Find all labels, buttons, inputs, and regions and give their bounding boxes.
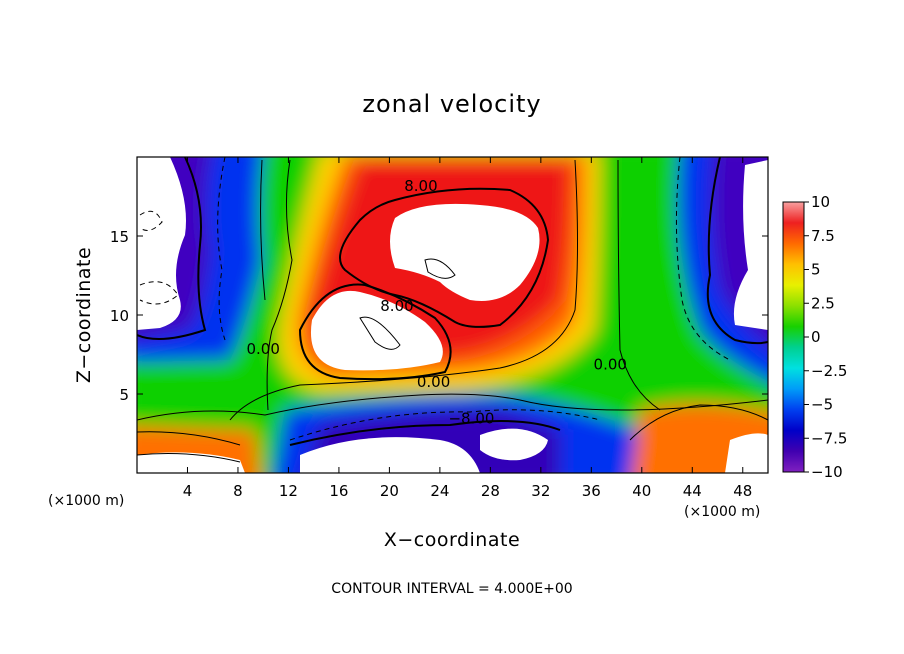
x-unit-left: (×1000 m)	[48, 493, 124, 509]
colorbar-tick-label: −2.5	[811, 362, 847, 380]
colorbar-tick-label: −7.5	[811, 429, 847, 447]
contour-8-lower	[298, 283, 452, 381]
contour-0-left-edge	[260, 159, 266, 301]
contour-0-mid	[229, 159, 578, 421]
contour-label-layer: 8.00 8.00 0.00 0.00 0.00 −8.00	[246, 177, 627, 427]
x-tick-label: 4	[183, 482, 193, 500]
chart-title: zonal velocity	[362, 90, 541, 118]
core-left-negative	[137, 157, 186, 330]
core-lower-right	[725, 433, 768, 473]
contour-16-a	[424, 258, 456, 279]
x-tick-label: 48	[733, 482, 752, 500]
colorbar-fill	[782, 201, 805, 473]
x-axis-label: X−coordinate	[384, 529, 520, 551]
x-tick-label: 36	[582, 482, 601, 500]
contour-8-upper	[339, 187, 550, 328]
colorbar-tick-label: 2.5	[811, 294, 835, 312]
contour-dashed-2	[675, 157, 731, 361]
x-tick-label: 20	[380, 482, 399, 500]
x-tick-label: 24	[430, 482, 449, 500]
contour-0-left	[266, 159, 293, 411]
field-layer	[137, 157, 768, 473]
contour-label: 0.00	[417, 373, 450, 391]
contour-label: 8.00	[380, 297, 413, 315]
y-tick-label: 10	[110, 307, 129, 325]
contour-lines	[137, 157, 768, 463]
contour-dashed-5	[139, 281, 179, 305]
contour-0-bottom	[137, 393, 768, 421]
contour-dashed-4	[139, 210, 163, 231]
contour-label: 0.00	[246, 340, 279, 358]
colorbar-tick-label: 7.5	[811, 227, 835, 245]
x-tick-label: 32	[531, 482, 550, 500]
colorbar-ticks: 10 7.5 5 2.5 0 −2.5 −5 −7.5 −10	[804, 193, 847, 481]
contour-lower-left	[137, 431, 241, 463]
y-axis-label: Z−coordinate	[73, 247, 95, 383]
y-tick-label: 15	[110, 228, 129, 246]
contour-dashed-3	[289, 409, 601, 441]
plot-area	[137, 157, 768, 473]
contour-neg8-left	[137, 157, 207, 340]
x-tick-label: 16	[329, 482, 348, 500]
x-tick-label: 28	[481, 482, 500, 500]
contour-label: 8.00	[404, 177, 437, 195]
contour-dashed-1	[217, 157, 226, 341]
contour-0-right	[617, 159, 661, 411]
contour-16-b	[359, 316, 401, 350]
contour-label: −8.00	[448, 409, 494, 427]
y-ticks: 5 10 15	[110, 228, 768, 404]
y-tick-label: 5	[119, 386, 129, 404]
x-tick-label: 12	[279, 482, 298, 500]
colorbar-tick-label: 5	[811, 261, 821, 279]
core-lower-positive	[310, 290, 443, 371]
contour-neg8-right	[706, 157, 768, 345]
x-tick-label: 8	[233, 482, 243, 500]
colorbar-tick-label: 0	[811, 328, 821, 346]
x-unit-right: (×1000 m)	[684, 504, 760, 520]
colorbar-tick-label: −5	[811, 396, 833, 414]
colorbar: 10 7.5 5 2.5 0 −2.5 −5 −7.5 −10	[782, 193, 847, 481]
core-right-negative	[733, 160, 768, 330]
contour-lower-right	[629, 404, 768, 441]
contour-neg8-bottom	[289, 420, 561, 446]
colorbar-tick-label: −10	[811, 463, 843, 481]
contour-label: 0.00	[594, 356, 627, 374]
x-tick-label: 44	[683, 482, 702, 500]
contour-interval: CONTOUR INTERVAL = 4.000E+00	[331, 581, 572, 597]
core-lower-negative-2	[480, 428, 548, 461]
core-upper-positive	[390, 203, 540, 301]
x-tick-label: 40	[632, 482, 651, 500]
colorbar-tick-label: 10	[811, 193, 830, 211]
x-ticks: 4 8 12 16 20 24 28 32 36 40 44 48	[183, 157, 752, 500]
core-lower-negative	[300, 437, 480, 473]
